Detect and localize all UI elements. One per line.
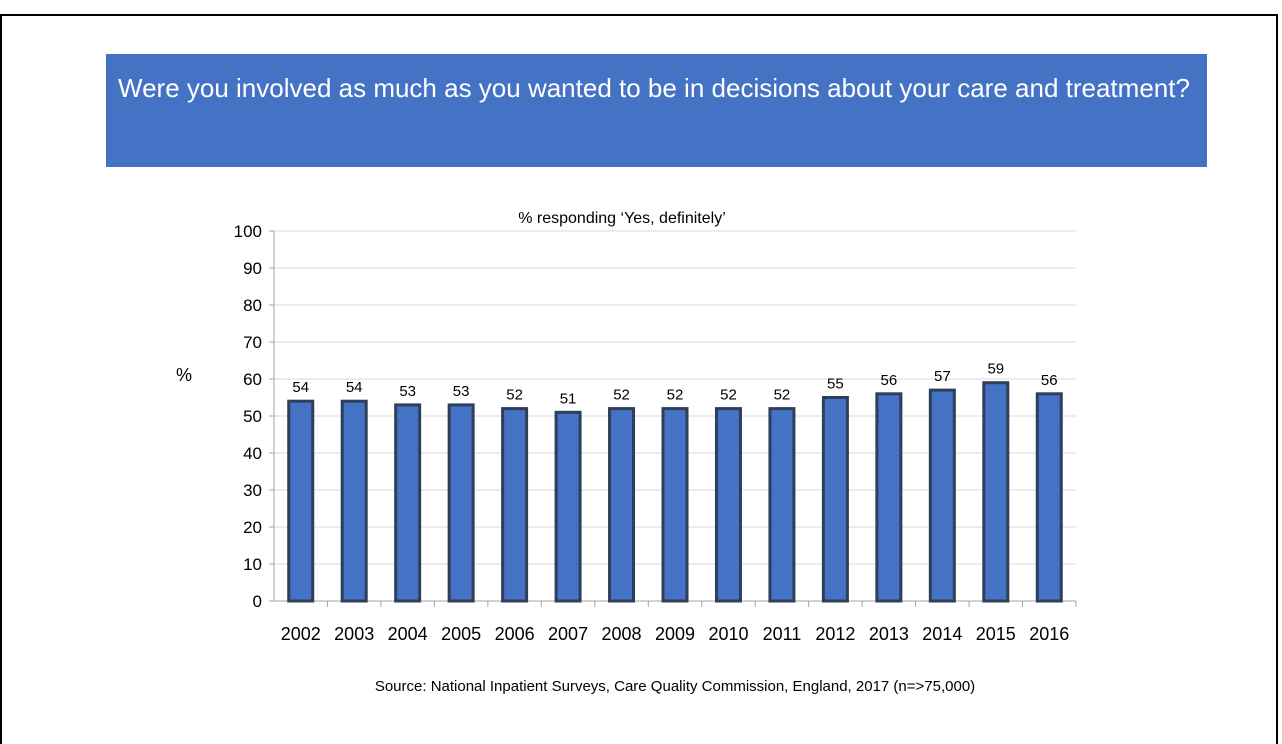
bar-2006 <box>501 407 529 603</box>
bar-2012 <box>821 396 849 603</box>
data-label-2011: 52 <box>774 387 791 404</box>
bar-2008 <box>608 407 636 603</box>
x-tick-label-2008: 2008 <box>602 624 642 644</box>
x-tick-label-2010: 2010 <box>708 624 748 644</box>
bar-2002 <box>287 399 315 603</box>
x-tick-label-2002: 2002 <box>281 624 321 644</box>
y-tick-label: 40 <box>243 444 262 463</box>
data-label-2006: 52 <box>506 387 523 404</box>
x-tick-label-2009: 2009 <box>655 624 695 644</box>
chart-title: % responding ‘Yes, definitely’ <box>518 210 726 227</box>
slide-frame <box>0 14 1278 744</box>
data-label-2007: 51 <box>560 390 577 407</box>
x-tick-label-2005: 2005 <box>441 624 481 644</box>
bar-2011 <box>768 407 796 603</box>
x-tick-label-2013: 2013 <box>869 624 909 644</box>
y-tick-label: 60 <box>243 370 262 389</box>
y-tick-label: 100 <box>234 222 262 241</box>
data-label-2002: 54 <box>292 379 309 396</box>
y-tick-label: 90 <box>243 259 262 278</box>
x-tick-label-2015: 2015 <box>976 624 1016 644</box>
slide-title: Were you involved as much as you wanted … <box>106 54 1207 167</box>
y-tick-label: 0 <box>253 592 262 611</box>
data-label-2005: 53 <box>453 383 470 400</box>
y-tick-label: 30 <box>243 481 262 500</box>
bar-2010 <box>714 407 742 603</box>
y-tick-label: 70 <box>243 333 262 352</box>
x-tick-label-2003: 2003 <box>334 624 374 644</box>
bar-2014 <box>928 388 956 603</box>
data-label-2008: 52 <box>613 387 630 404</box>
bar-2015 <box>982 381 1010 603</box>
bars <box>287 381 1063 603</box>
data-label-2003: 54 <box>346 379 363 396</box>
x-tick-label-2007: 2007 <box>548 624 588 644</box>
data-labels: 54 54 53 53 52 51 52 52 52 52 55 56 57 59 56 <box>292 361 1057 408</box>
y-tick-label: 80 <box>243 296 262 315</box>
bar-2003 <box>340 399 368 603</box>
y-axis-label: % <box>176 365 192 385</box>
data-label-2013: 56 <box>881 372 898 389</box>
data-label-2015: 59 <box>987 361 1004 378</box>
y-tick-label: 20 <box>243 518 262 537</box>
y-tick-label: 50 <box>243 407 262 426</box>
bar-2016 <box>1035 392 1063 603</box>
x-tick-label-2004: 2004 <box>388 624 428 644</box>
data-label-2012: 55 <box>827 376 844 393</box>
data-label-2016: 56 <box>1041 372 1058 389</box>
bar-2005 <box>447 403 475 603</box>
bar-2004 <box>394 403 422 603</box>
x-tick-label-2011: 2011 <box>763 624 802 644</box>
bar-2009 <box>661 407 689 603</box>
x-tick-label-2016: 2016 <box>1029 624 1069 644</box>
data-label-2009: 52 <box>667 387 684 404</box>
bar-2013 <box>875 392 903 603</box>
data-label-2010: 52 <box>720 387 737 404</box>
data-label-2014: 57 <box>934 368 951 385</box>
x-tick-label-2012: 2012 <box>815 624 855 644</box>
y-tick-labels: 0 10 20 30 40 50 60 70 80 90 100 <box>234 222 262 611</box>
y-tick-label: 10 <box>243 555 262 574</box>
x-tick-label-2006: 2006 <box>495 624 535 644</box>
data-label-2004: 53 <box>399 383 416 400</box>
x-tick-label-2014: 2014 <box>922 624 962 644</box>
x-tick-labels: 2002 2003 2004 2005 2006 2007 2008 2009 2010 2011… <box>281 624 1070 644</box>
source-note: Source: National Inpatient Surveys, Care… <box>374 678 976 695</box>
bar-2007 <box>554 410 582 603</box>
